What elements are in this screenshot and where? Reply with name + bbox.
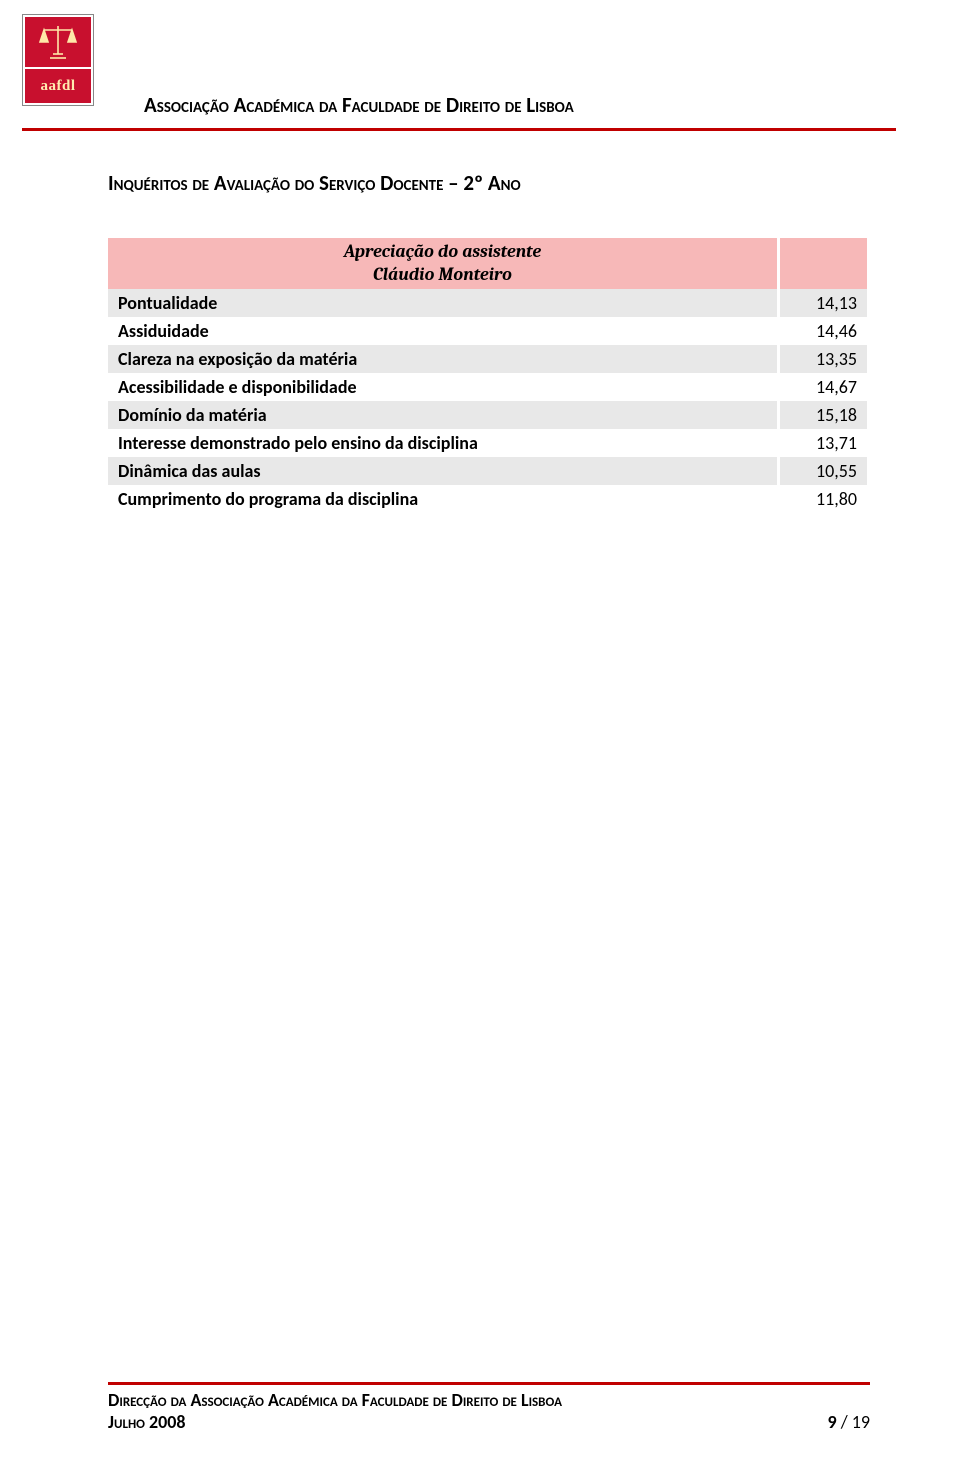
footer-rule	[108, 1382, 870, 1385]
footer-org: Direcção da Associação Académica da Facu…	[108, 1389, 870, 1411]
table-header-label: Apreciação do assistente Cláudio Monteir…	[108, 238, 779, 289]
row-value: 14,13	[779, 289, 869, 317]
logo: aafdl	[22, 14, 94, 106]
document-title: Inquéritos de Avaliação do Serviço Docen…	[108, 170, 870, 196]
table-header-line2: Cláudio Monteiro	[373, 264, 512, 285]
table-row: Domínio da matéria 15,18	[108, 401, 869, 429]
evaluation-table: Apreciação do assistente Cláudio Monteir…	[108, 238, 870, 513]
row-label: Cumprimento do programa da disciplina	[108, 485, 779, 513]
footer-page-current: 9	[828, 1411, 837, 1433]
header-rule	[22, 128, 896, 131]
footer-page-sep: /	[837, 1411, 852, 1433]
table-row: Assiduidade 14,46	[108, 317, 869, 345]
row-label: Acessibilidade e disponibilidade	[108, 373, 779, 401]
row-label: Pontualidade	[108, 289, 779, 317]
row-label: Interesse demonstrado pelo ensino da dis…	[108, 429, 779, 457]
table-row: Cumprimento do programa da disciplina 11…	[108, 485, 869, 513]
table-row: Pontualidade 14,13	[108, 289, 869, 317]
row-label: Clareza na exposição da matéria	[108, 345, 779, 373]
table-header-value	[779, 238, 869, 289]
row-value: 13,71	[779, 429, 869, 457]
table-row: Clareza na exposição da matéria 13,35	[108, 345, 869, 373]
footer-page-total: 19	[852, 1411, 870, 1433]
logo-text: aafdl	[25, 69, 91, 103]
header: aafdl Associação Académica da Faculdade …	[0, 0, 960, 140]
table-header-line1: Apreciação do assistente	[344, 241, 541, 262]
content: Inquéritos de Avaliação do Serviço Docen…	[108, 170, 870, 513]
row-value: 14,67	[779, 373, 869, 401]
row-value: 13,35	[779, 345, 869, 373]
org-title: Associação Académica da Faculdade de Dir…	[144, 92, 870, 118]
row-value: 14,46	[779, 317, 869, 345]
logo-scales-icon	[25, 17, 91, 67]
footer: Direcção da Associação Académica da Facu…	[108, 1382, 870, 1433]
footer-page: 9 / 19	[828, 1411, 870, 1433]
row-label: Domínio da matéria	[108, 401, 779, 429]
row-label: Dinâmica das aulas	[108, 457, 779, 485]
page: aafdl Associação Académica da Faculdade …	[0, 0, 960, 1465]
table-row: Dinâmica das aulas 10,55	[108, 457, 869, 485]
row-value: 15,18	[779, 401, 869, 429]
table-row: Acessibilidade e disponibilidade 14,67	[108, 373, 869, 401]
row-label: Assiduidade	[108, 317, 779, 345]
footer-date: Julho 2008	[108, 1411, 186, 1433]
row-value: 11,80	[779, 485, 869, 513]
table-row: Interesse demonstrado pelo ensino da dis…	[108, 429, 869, 457]
row-value: 10,55	[779, 457, 869, 485]
